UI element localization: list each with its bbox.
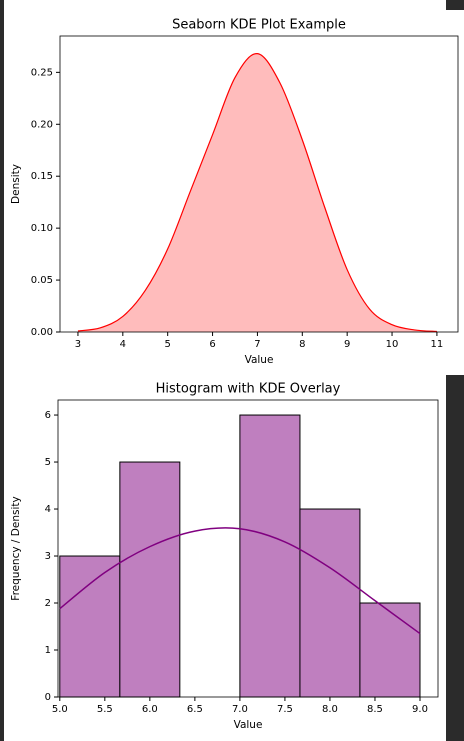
y-tick-label: 0.00 xyxy=(31,327,53,338)
x-tick-label: 5 xyxy=(165,339,171,350)
y-tick-label: 0.15 xyxy=(31,171,53,182)
x-tick-label: 3 xyxy=(75,339,81,350)
x-tick-label: 9.0 xyxy=(412,704,428,715)
chart-title: Seaborn KDE Plot Example xyxy=(172,18,346,33)
x-axis-label: Value xyxy=(234,719,263,731)
y-tick-label: 3 xyxy=(45,551,51,562)
x-tick-label: 8.0 xyxy=(322,704,338,715)
x-tick-label: 8.5 xyxy=(367,704,383,715)
x-tick-label: 4 xyxy=(120,339,126,350)
x-tick-label: 10 xyxy=(386,339,399,350)
frame-strip xyxy=(0,0,4,741)
bar xyxy=(59,555,121,698)
x-tick-label: 5.0 xyxy=(52,704,68,715)
bar xyxy=(359,602,421,698)
frame-block xyxy=(446,375,464,741)
kde-area xyxy=(77,53,437,333)
frame-block xyxy=(446,0,464,10)
y-tick-label: 0.20 xyxy=(31,119,53,130)
y-tick-label: 0.05 xyxy=(31,275,53,286)
y-tick-label: 6 xyxy=(45,410,51,421)
x-tick-label: 5.5 xyxy=(97,704,113,715)
x-tick-label: 6 xyxy=(209,339,215,350)
x-tick-label: 7.5 xyxy=(277,704,293,715)
x-tick-label: 6.0 xyxy=(142,704,158,715)
bar xyxy=(119,461,181,698)
axes-frame xyxy=(59,35,459,333)
x-tick-label: 6.5 xyxy=(187,704,203,715)
y-tick-label: 0 xyxy=(45,692,51,703)
x-tick-label: 11 xyxy=(431,339,444,350)
x-tick-label: 8 xyxy=(299,339,305,350)
axes-frame xyxy=(57,399,439,698)
y-tick-label: 5 xyxy=(45,457,51,468)
y-axis-label: Density xyxy=(10,164,22,204)
y-axis-label: Frequency / Density xyxy=(10,496,22,600)
y-tick-label: 0.25 xyxy=(31,67,53,78)
x-tick-label: 9 xyxy=(344,339,350,350)
bar xyxy=(239,414,301,698)
y-tick-label: 0.10 xyxy=(31,223,53,234)
chart-title: Histogram with KDE Overlay xyxy=(156,382,341,397)
x-tick-label: 7 xyxy=(254,339,260,350)
bar xyxy=(299,508,361,698)
y-tick-label: 2 xyxy=(45,598,51,609)
kde-line xyxy=(77,53,437,333)
x-axis-label: Value xyxy=(245,354,274,366)
y-tick-label: 4 xyxy=(45,504,51,515)
y-tick-label: 1 xyxy=(45,645,51,656)
kde-line xyxy=(59,527,421,635)
x-tick-label: 7.0 xyxy=(232,704,248,715)
